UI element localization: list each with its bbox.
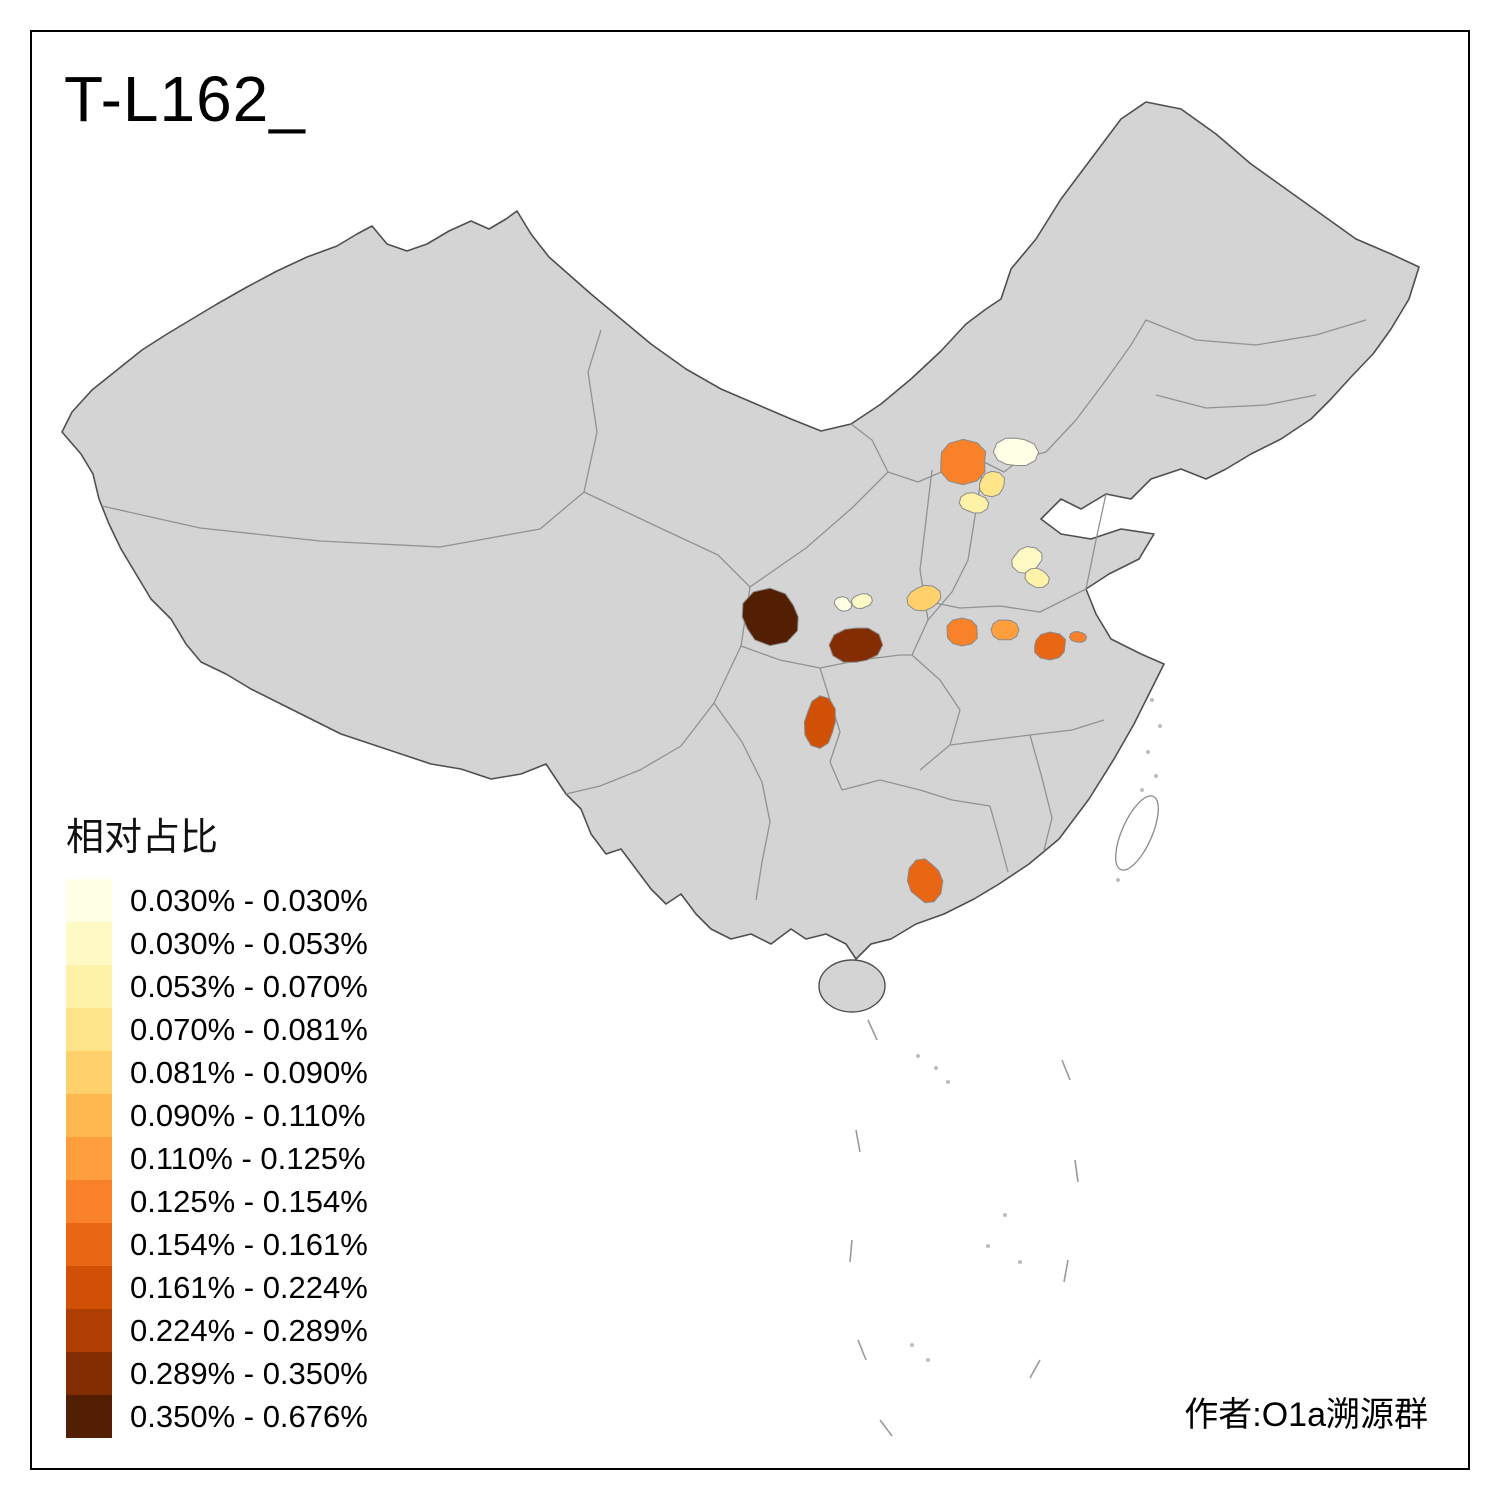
legend: 相对占比 0.030% - 0.030% 0.030% - 0.053% 0.053… [66, 806, 368, 1438]
legend-item: 0.125% - 0.154% [66, 1180, 368, 1223]
legend-label: 0.350% - 0.676% [130, 1398, 368, 1434]
legend-swatch [66, 1309, 112, 1352]
legend-swatch [66, 1352, 112, 1395]
legend-label: 0.030% - 0.030% [130, 882, 368, 918]
map-region-07[interactable]: 0.081% - 0.090% [906, 584, 942, 612]
legend-item: 0.289% - 0.350% [66, 1352, 368, 1395]
legend-label: 0.053% - 0.070% [130, 968, 368, 1004]
legend-item: 0.350% - 0.676% [66, 1395, 368, 1438]
legend-label: 0.289% - 0.350% [130, 1355, 368, 1391]
legend-label: 0.081% - 0.090% [130, 1054, 368, 1090]
attribution: 作者:O1a溯源群 [1184, 1396, 1428, 1434]
legend-title: 相对占比 [66, 817, 219, 859]
map-region-08[interactable]: 0.030% - 0.030% [833, 596, 853, 612]
map-region-03[interactable]: 0.070% - 0.081% [978, 470, 1005, 498]
legend-item: 0.161% - 0.224% [66, 1266, 368, 1309]
legend-label: 0.110% - 0.125% [130, 1140, 366, 1176]
legend-label: 0.090% - 0.110% [130, 1097, 366, 1133]
legend-item: 0.110% - 0.125% [66, 1137, 368, 1180]
map-regions: 0.125% - 0.154%0.030% - 0.030%0.070% - 0… [741, 437, 1088, 904]
map-region-09[interactable]: 0.030% - 0.053% [850, 593, 873, 610]
legend-swatch [66, 1223, 112, 1266]
legend-swatch [66, 1137, 112, 1180]
legend-swatch [66, 1395, 112, 1438]
map-region-06[interactable]: 0.053% - 0.070% [1024, 567, 1050, 589]
nine-dash-line [849, 1019, 1079, 1437]
legend-item: 0.053% - 0.070% [66, 965, 368, 1008]
legend-swatch [66, 1051, 112, 1094]
legend-item: 0.070% - 0.081% [66, 1008, 368, 1051]
legend-swatch [66, 1180, 112, 1223]
china-outline [61, 101, 1420, 960]
province-borders [101, 319, 1367, 901]
small-islands [910, 698, 1162, 1362]
legend-swatch [66, 965, 112, 1008]
map-region-16[interactable]: 0.161% - 0.224% [803, 695, 836, 749]
map-region-10[interactable]: 0.350% - 0.676% [741, 587, 799, 647]
legend-label: 0.125% - 0.154% [130, 1183, 368, 1219]
legend-item: 0.154% - 0.161% [66, 1223, 368, 1266]
legend-items: 0.030% - 0.030% 0.030% - 0.053% 0.053% - 0… [66, 879, 368, 1438]
hainan-island [818, 959, 886, 1013]
legend-label: 0.161% - 0.224% [130, 1269, 368, 1305]
taiwan-island [1115, 795, 1159, 871]
legend-swatch [66, 1008, 112, 1051]
legend-swatch [66, 1266, 112, 1309]
map-region-11[interactable]: 0.289% - 0.350% [828, 627, 884, 663]
map-region-14[interactable]: 0.154% - 0.161% [1034, 631, 1067, 661]
map-region-17[interactable]: 0.154% - 0.161% [906, 858, 944, 904]
page-title: T-L162_ [64, 63, 306, 135]
legend-swatch [66, 1094, 112, 1137]
map-region-15[interactable]: 0.125% - 0.154% [1068, 631, 1088, 643]
map-region-12[interactable]: 0.125% - 0.154% [946, 617, 978, 647]
map-region-02[interactable]: 0.030% - 0.030% [992, 437, 1040, 466]
legend-item: 0.030% - 0.053% [66, 922, 368, 965]
map-region-13[interactable]: 0.110% - 0.125% [990, 619, 1020, 641]
legend-label: 0.154% - 0.161% [130, 1226, 368, 1262]
legend-item: 0.081% - 0.090% [66, 1051, 368, 1094]
legend-swatch [66, 922, 112, 965]
legend-label: 0.030% - 0.053% [130, 925, 368, 961]
legend-item: 0.030% - 0.030% [66, 879, 368, 922]
legend-swatch [66, 879, 112, 922]
map-region-04[interactable]: 0.053% - 0.070% [958, 492, 990, 514]
legend-item: 0.090% - 0.110% [66, 1094, 368, 1137]
legend-label: 0.224% - 0.289% [130, 1312, 368, 1348]
legend-item: 0.224% - 0.289% [66, 1309, 368, 1352]
map-region-01[interactable]: 0.125% - 0.154% [940, 438, 987, 486]
legend-label: 0.070% - 0.081% [130, 1011, 368, 1047]
